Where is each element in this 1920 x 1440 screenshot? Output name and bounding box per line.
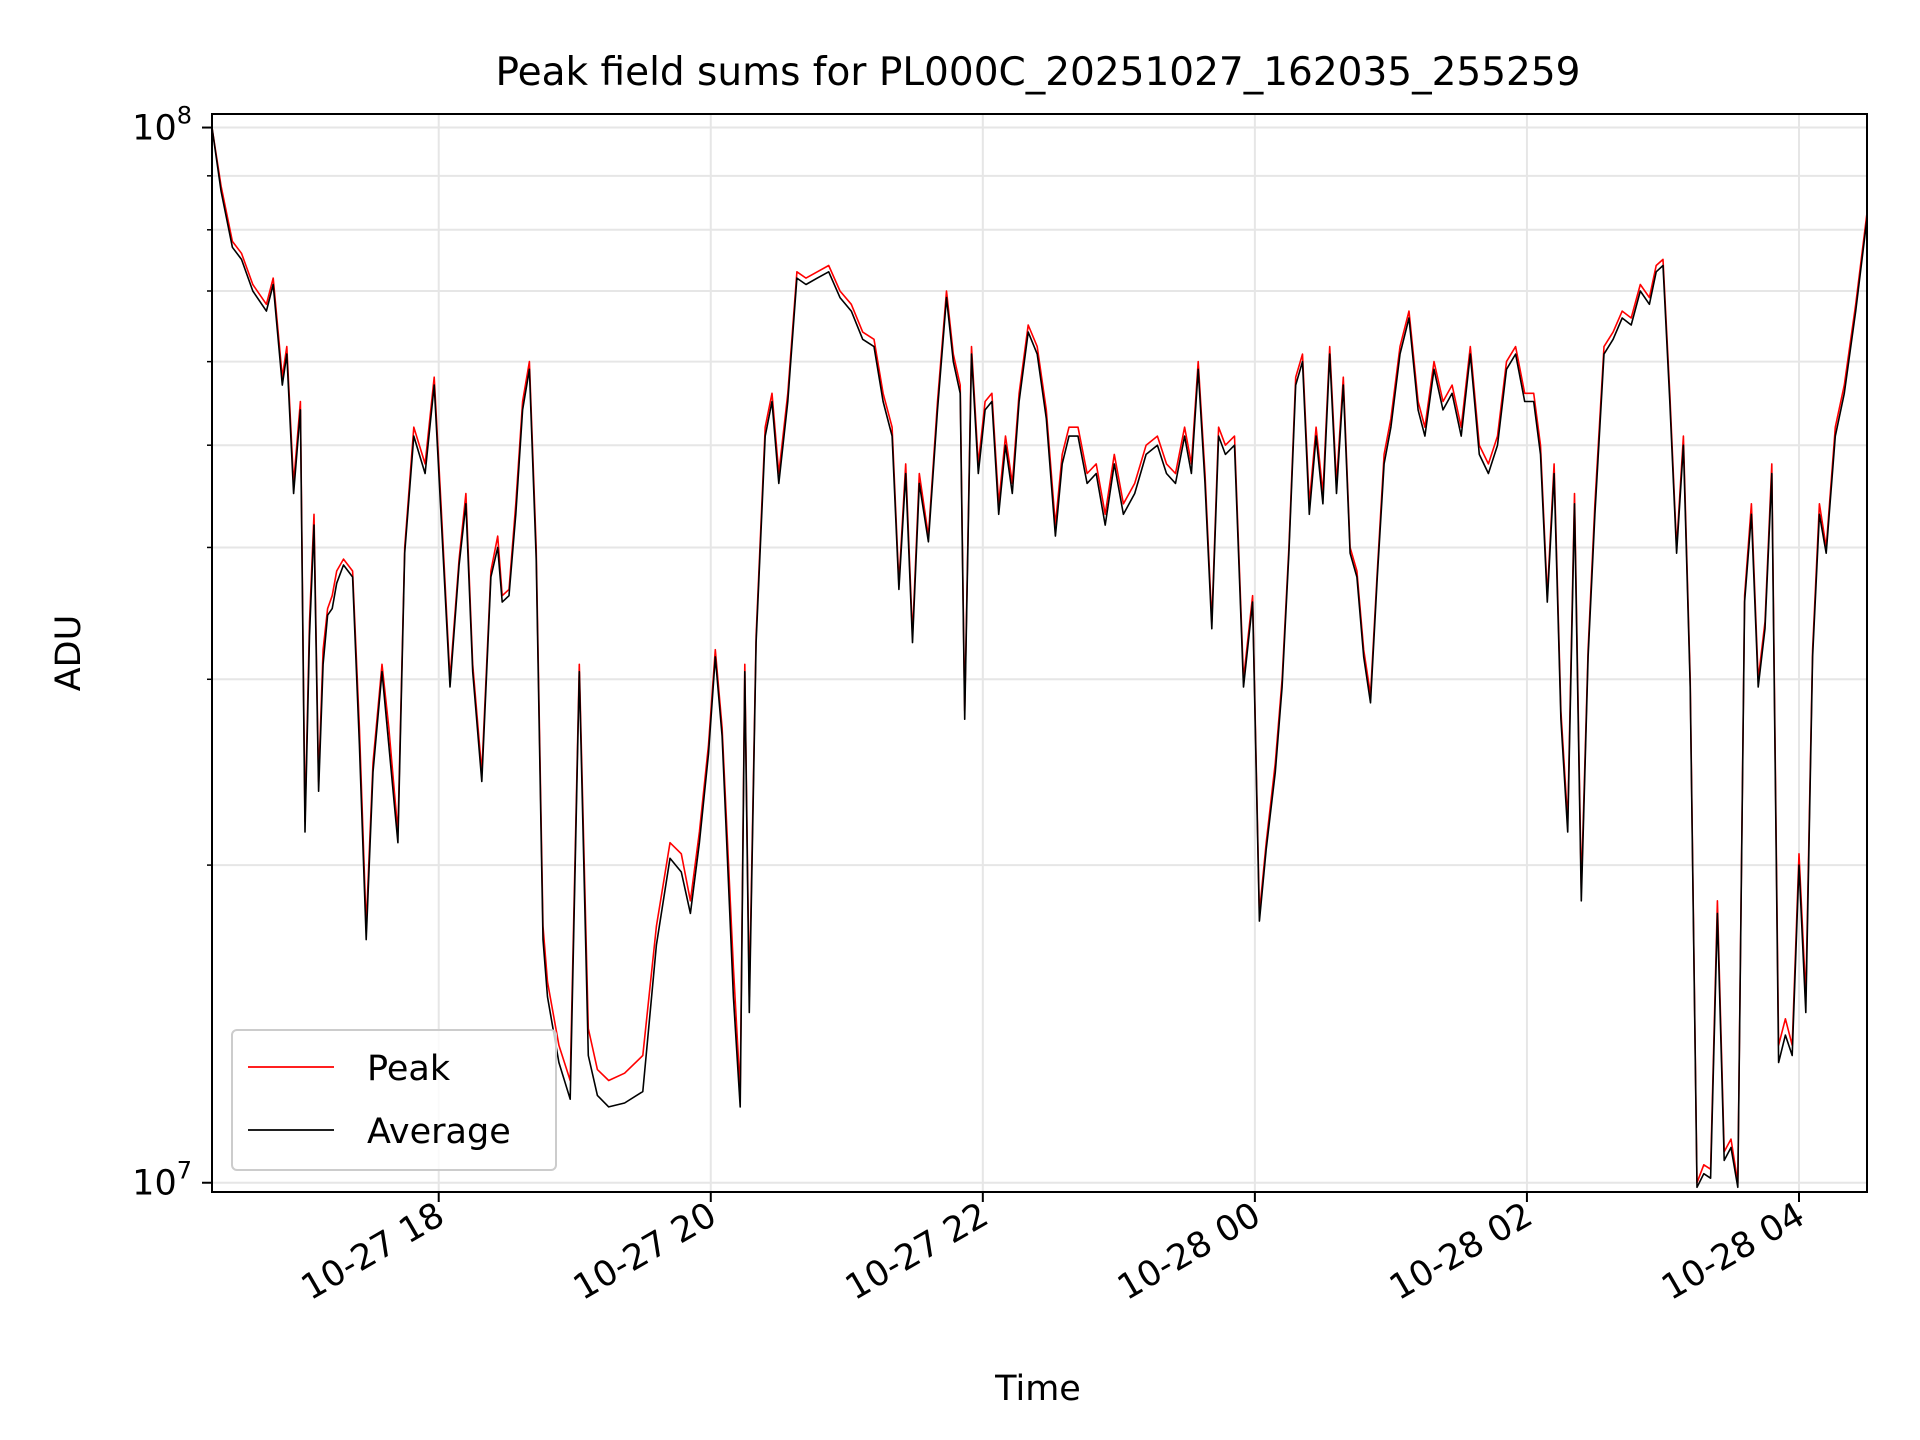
y-tick-label: 108 xyxy=(132,102,192,149)
y-axis: 107 108 xyxy=(132,102,212,1204)
chart-title: Peak field sums for PL000C_20251027_1620… xyxy=(496,50,1581,95)
series-line-average xyxy=(211,127,1868,1189)
legend-label-average: Average xyxy=(367,1112,511,1152)
plot-frame xyxy=(211,113,1868,1193)
series-layer xyxy=(211,127,1868,1189)
legend-label-peak: Peak xyxy=(367,1049,451,1089)
y-axis-label: ADU xyxy=(49,615,89,692)
y-tick-label: 107 xyxy=(132,1157,192,1204)
legend-box xyxy=(231,1029,557,1171)
legend: Peak Average xyxy=(231,1029,557,1171)
plot-area xyxy=(211,127,1868,1189)
grid xyxy=(212,114,1867,1192)
x-axis-label: Time xyxy=(994,1369,1081,1409)
